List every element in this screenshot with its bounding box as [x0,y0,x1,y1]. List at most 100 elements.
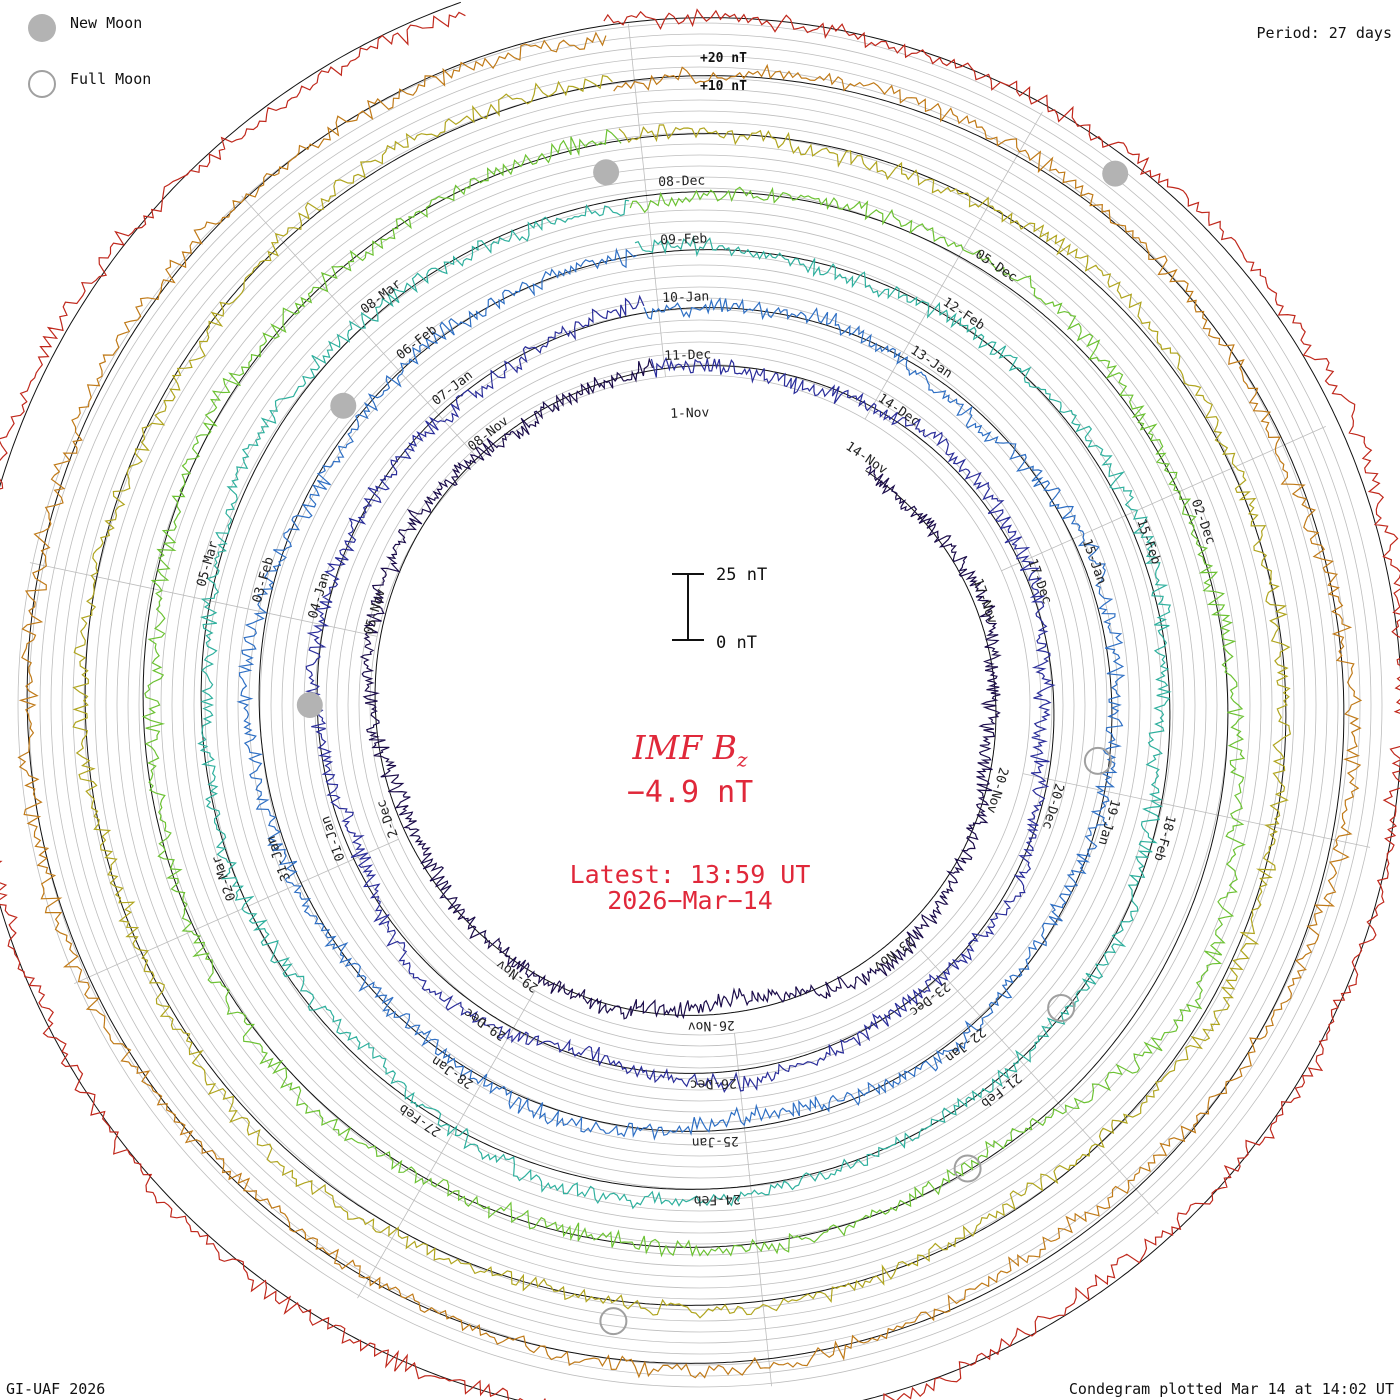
grid-ring [127,132,1273,1278]
grid-ring [226,231,1174,1179]
scale-bottom-label: 0 nT [716,633,757,653]
grid-ring [105,110,1295,1300]
current-value: −4.9 nT [626,775,754,810]
grid-ring [116,121,1284,1289]
date-label: 17-Nov [970,577,1000,626]
scale-top-label: 25 nT [716,565,767,585]
date-label: 25-Jan [691,1133,738,1150]
series-line-2 [304,294,1056,1094]
full-moon-marker [1083,746,1112,775]
full-moon-marker [1047,994,1076,1022]
date-label: 27-Feb [396,1100,443,1139]
date-label: 14-Nov [843,439,890,478]
ref-label-20nT: +20 nT [700,51,747,66]
parameter-title: IMF Bz [520,728,860,772]
grid-spoke [734,1033,772,1387]
series-line-7 [17,31,1363,1379]
new-moon-marker [296,692,323,718]
date-label: 31-Jan [264,834,294,883]
grid-ring [303,308,1097,1102]
date-label: 26-Dec [689,1075,736,1092]
series-line-4 [197,199,1172,1210]
date-label: 18-Feb [1150,813,1177,862]
radial-grid [17,22,1383,1388]
grid-spoke [864,111,1043,420]
ref-label-10nT: +10 nT [700,79,747,94]
parameter-subscript: z [736,747,748,772]
grid-ring [182,187,1218,1223]
date-label: 09-Feb [660,231,708,248]
series-line-5 [141,128,1246,1258]
latest-time: Latest: 13:59 UT [569,860,811,889]
scale-bar: 25 nT 0 nT [672,565,767,653]
new-moon-legend-label: New Moon [70,14,143,32]
grid-ring [314,319,1086,1091]
grid-ring [61,66,1339,1344]
grid-ring [325,330,1075,1080]
zero-baseline [374,369,997,1016]
grid-ring [39,44,1361,1366]
date-label: 02-Dec [1188,497,1218,546]
series-line-3 [236,247,1126,1141]
date-label: 14-Dec [875,391,922,430]
zero-baseline [84,82,1287,1306]
grid-ring [292,297,1108,1113]
parameter-name: IMF B [632,728,737,767]
full-moon-marker [953,1154,982,1183]
date-label: 1-Nov [670,406,710,422]
grid-ring [171,176,1229,1234]
grid-ring [138,143,1262,1267]
series-line-1 [359,357,1002,1020]
date-label: 05-Mar [194,539,221,588]
full-moon-marker [599,1307,628,1336]
grid-ring [28,33,1372,1377]
grid-ring [336,341,1064,1069]
grid-ring [50,55,1350,1355]
plotted-label: Condegram plotted Mar 14 at 14:02 UT [1068,1380,1394,1398]
new-moon-marker [1102,160,1129,187]
new-moon-marker [330,392,357,419]
credit-label: GI-UAF 2026 [6,1380,106,1398]
grid-ring [17,22,1383,1388]
zero-baseline [142,140,1229,1248]
grid-spoke [1001,426,1326,572]
new-moon-marker [593,159,620,186]
grid-spoke [920,949,1159,1215]
date-label: 17-Dec [1024,557,1054,606]
grid-ring [369,374,1031,1036]
date-label: 19-Jan [1095,798,1122,847]
date-label: 13-Jan [907,343,954,382]
date-label: 10-Jan [662,289,709,306]
grid-ring [83,88,1317,1322]
grid-ring [204,209,1196,1201]
grid-ring [94,99,1306,1311]
grid-spoke [1022,773,1371,848]
full-moon-legend-icon [28,70,56,98]
grid-ring [358,363,1042,1047]
grid-ring [259,264,1141,1146]
date-label: 15-Feb [1133,517,1163,566]
grid-spoke [74,838,399,984]
grid-ring [347,352,1053,1058]
series-line-6 [72,74,1292,1319]
date-label: 11-Dec [664,347,711,364]
date-label: 29-Dec [461,1004,508,1043]
date-label: 20-Dec [1039,782,1066,831]
zero-baseline [200,197,1171,1190]
zero-baseline [316,312,1055,1074]
period-label: Period: 27 days [1256,24,1392,42]
latest-date: 2026−Mar−14 [607,886,773,915]
date-label: 24-Feb [693,1191,741,1208]
moon-markers [296,159,1129,1336]
date-label: 26-Nov [687,1017,735,1034]
zero-baseline [26,25,1345,1364]
zero-baseline [258,254,1113,1132]
date-label: 08-Dec [658,173,705,190]
new-moon-legend-icon [28,14,56,42]
grid-ring [72,77,1328,1333]
date-label: 04-Jan [306,571,333,620]
grid-spoke [357,990,536,1299]
